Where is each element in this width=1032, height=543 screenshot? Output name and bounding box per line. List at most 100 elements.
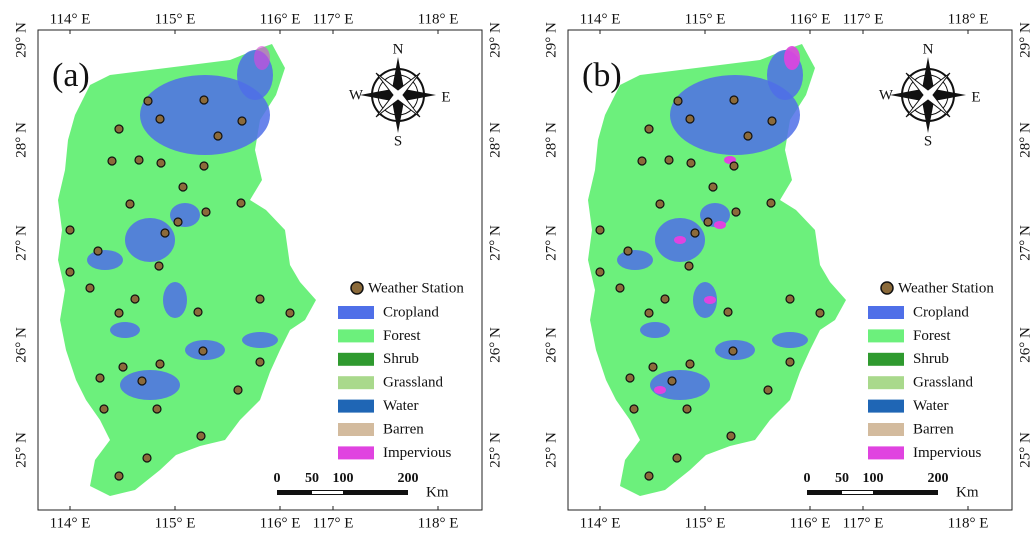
legend-label: Impervious <box>383 445 451 461</box>
panel-label: (a) <box>52 57 90 94</box>
legend-label: Water <box>913 398 948 414</box>
weather-station <box>142 453 152 463</box>
impervious-area <box>654 386 666 394</box>
weather-station <box>644 308 654 318</box>
weather-station <box>93 246 103 256</box>
impervious-area <box>784 46 800 70</box>
legend-label: Shrub <box>913 351 949 367</box>
legend-label: Shrub <box>383 351 419 367</box>
weather-station <box>644 471 654 481</box>
cropland-area <box>617 250 653 270</box>
scale-label: 100 <box>863 471 884 486</box>
weather-station <box>763 385 773 395</box>
cropland-area <box>772 332 808 348</box>
weather-station <box>726 431 736 441</box>
longitude-label: 118° E <box>948 515 989 531</box>
weather-station <box>625 373 635 383</box>
cropland-area <box>640 322 670 338</box>
legend-swatch <box>868 352 904 366</box>
compass-north: N <box>923 41 934 57</box>
weather-station <box>660 294 670 304</box>
weather-station <box>107 156 117 166</box>
weather-station <box>685 114 695 124</box>
scale-label: 0 <box>804 471 811 486</box>
longitude-label: 117° E <box>313 515 354 531</box>
legend-swatch <box>338 329 374 343</box>
compass-star <box>375 72 421 118</box>
weather-station <box>595 225 605 235</box>
weather-station <box>686 158 696 168</box>
weather-station <box>154 261 164 271</box>
weather-station <box>85 283 95 293</box>
weather-station <box>623 246 633 256</box>
longitude-label: 115° E <box>155 11 196 27</box>
weather-station <box>728 346 738 356</box>
weather-station <box>173 217 183 227</box>
latitude-label: 26° N <box>1017 327 1032 363</box>
panel-label: (b) <box>582 57 622 94</box>
weather-station <box>178 182 188 192</box>
legend-label: Grassland <box>383 375 443 391</box>
weather-station <box>237 116 247 126</box>
scale-label: 200 <box>928 471 949 486</box>
longitude-label: 118° E <box>418 515 459 531</box>
impervious-area <box>254 46 270 70</box>
weather-station <box>729 161 739 171</box>
weather-station <box>682 404 692 414</box>
weather-station <box>615 283 625 293</box>
legend-station-symbol <box>350 281 364 295</box>
legend-label: Weather Station <box>368 280 464 296</box>
latitude-label: 25° N <box>1017 432 1032 468</box>
latitude-label: 28° N <box>543 122 559 158</box>
longitude-label: 115° E <box>685 515 726 531</box>
weather-station <box>65 225 75 235</box>
weather-station <box>731 207 741 217</box>
weather-station <box>125 199 135 209</box>
legend-label: Barren <box>383 421 424 437</box>
weather-station <box>767 116 777 126</box>
map-panel: 114° E 114° E 115° E 115° E 116° E 116° E 117°… <box>13 11 503 531</box>
compass-east: E <box>971 89 980 105</box>
longitude-label: 116° E <box>260 515 301 531</box>
legend-swatch <box>868 306 904 319</box>
legend-swatch <box>338 446 374 460</box>
weather-station <box>703 217 713 227</box>
weather-station <box>137 376 147 386</box>
scale-bar-gap <box>312 491 343 494</box>
weather-station <box>198 346 208 356</box>
latitude-label: 29° N <box>13 22 29 58</box>
weather-station <box>114 471 124 481</box>
weather-station <box>196 431 206 441</box>
cropland-area <box>125 218 175 262</box>
scale-bar-gap <box>842 491 873 494</box>
map-frame <box>37 29 483 511</box>
legend-swatch <box>868 329 904 343</box>
longitude-label: 115° E <box>685 11 726 27</box>
weather-station <box>201 207 211 217</box>
latitude-label: 29° N <box>543 22 559 58</box>
scale-label: 0 <box>274 471 281 486</box>
latitude-label: 28° N <box>1017 122 1032 158</box>
weather-station <box>644 124 654 134</box>
weather-station <box>114 308 124 318</box>
legend-label: Cropland <box>383 304 439 320</box>
legend-label: Weather Station <box>898 280 994 296</box>
latitude-label: 26° N <box>13 327 29 363</box>
weather-station <box>664 155 674 165</box>
weather-station <box>160 228 170 238</box>
longitude-label: 114° E <box>50 11 91 27</box>
latitude-label: 26° N <box>487 327 503 363</box>
cropland-area <box>163 282 187 318</box>
latitude-label: 27° N <box>1017 225 1032 261</box>
legend-swatch <box>868 446 904 460</box>
weather-station <box>595 267 605 277</box>
impervious-area <box>714 221 726 229</box>
weather-station <box>99 404 109 414</box>
legend-swatch <box>868 376 904 390</box>
scale-label: 200 <box>398 471 419 486</box>
scale-label: 50 <box>305 471 319 486</box>
longitude-label: 115° E <box>155 515 196 531</box>
weather-station <box>199 95 209 105</box>
map-panel: 114° E 114° E 115° E 115° E 116° E 116° E 117°… <box>543 11 1032 531</box>
